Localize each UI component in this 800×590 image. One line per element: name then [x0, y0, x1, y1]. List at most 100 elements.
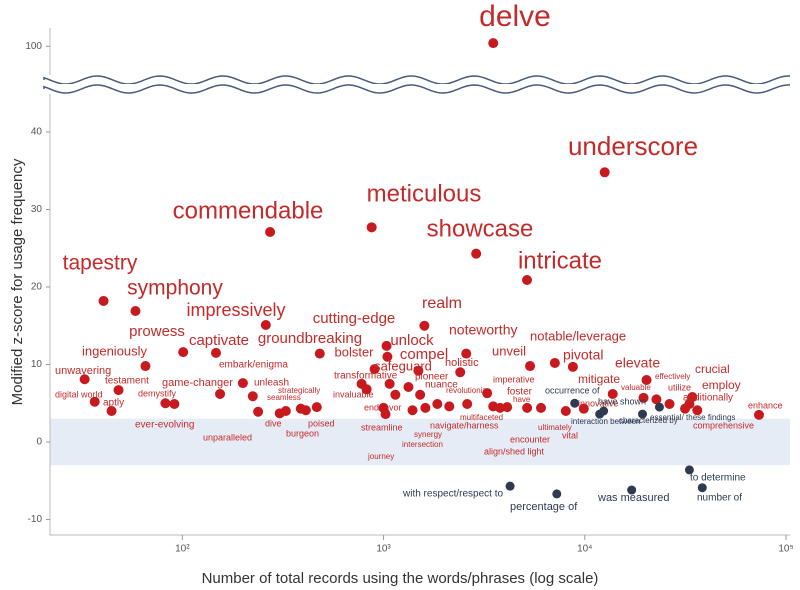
point [381, 340, 392, 351]
y-tick-label: 0 [36, 437, 42, 448]
axis-break [43, 75, 791, 85]
point [378, 402, 389, 413]
point-label: realm [422, 295, 462, 312]
point [311, 402, 322, 413]
point-label: aptly [103, 398, 124, 409]
point-label: multifaceted [460, 413, 503, 422]
point [607, 388, 618, 399]
point-label: invaluable [333, 389, 374, 399]
point-label: navigate/harness [430, 420, 499, 430]
point-label: unleash [254, 378, 289, 389]
point-label: testament [105, 376, 149, 387]
point [140, 361, 151, 372]
point-label: streamline [361, 422, 403, 432]
point [419, 320, 430, 331]
point [432, 399, 443, 410]
point [237, 378, 248, 389]
point-label: characterized by [619, 416, 678, 425]
point [664, 399, 675, 410]
point-label: prowess [129, 323, 185, 340]
point-label: ingeniously [82, 343, 148, 358]
point-label: demystify [138, 388, 177, 398]
point [415, 389, 426, 400]
point-label: have [513, 395, 531, 404]
point [638, 409, 648, 419]
point [462, 399, 473, 410]
point [525, 361, 536, 372]
point-label: nuance [425, 380, 458, 391]
point [567, 361, 578, 372]
y-tick-label: 100 [25, 41, 42, 52]
point [495, 402, 506, 413]
point-label: synergy [414, 430, 442, 439]
point-label: with respect/respect to [402, 489, 503, 500]
point [382, 351, 393, 362]
point-label: captivate [189, 332, 249, 349]
point-label: occurrence of [545, 385, 600, 395]
point-label: vital [562, 430, 578, 440]
point-label: ultimately [538, 423, 572, 432]
point [680, 403, 691, 414]
point-label: noteworthy [449, 322, 517, 338]
point [403, 381, 414, 392]
x-tick-label: 10² [175, 544, 190, 555]
point-label: game-changer [162, 377, 233, 389]
point-label: compel [400, 346, 448, 363]
break-gap [44, 84, 792, 94]
y-axis-title: Modified z-score for usage frequency [9, 158, 26, 405]
point [482, 388, 493, 399]
point-label: dive [265, 418, 282, 428]
point-label: percentage of [510, 501, 578, 513]
y-tick-label: 20 [31, 282, 43, 293]
point-label: showcase [427, 215, 534, 242]
point-label: holistic [445, 357, 479, 369]
point-label: intricate [518, 247, 602, 274]
point-label: seamless [267, 393, 301, 402]
point-label: groundbreaking [258, 330, 362, 347]
x-axis-title: Number of total records using the words/… [202, 570, 599, 587]
point [505, 481, 515, 491]
point [130, 306, 141, 317]
point [265, 226, 276, 237]
point-label: digital world [55, 389, 103, 399]
point-label: encounter [510, 434, 550, 444]
point [260, 319, 271, 330]
point-label: strategically [278, 386, 320, 395]
point [106, 406, 117, 416]
y-tick-label: 40 [31, 127, 43, 138]
point-label: unveil [492, 343, 526, 358]
point-label: foster [507, 387, 533, 398]
point [753, 409, 764, 420]
point-label: imperative [493, 374, 535, 384]
point [638, 392, 649, 403]
point-label: underscore [568, 131, 698, 161]
point [215, 388, 226, 399]
point [627, 485, 637, 495]
point-label: pivotal [563, 347, 603, 363]
point [369, 364, 380, 375]
point-label: bolster [334, 344, 374, 359]
point [169, 399, 180, 410]
x-tick-label: 10⁴ [577, 544, 592, 555]
axis-break [43, 84, 791, 94]
point [274, 408, 285, 419]
point-label: additionally [683, 393, 733, 404]
point-label: align/shed light [484, 446, 545, 456]
point-label: have shown [598, 396, 646, 406]
point-label: delve [479, 0, 551, 33]
point-label: symphony [127, 277, 223, 300]
point [390, 389, 401, 400]
point-label: journey [367, 452, 394, 461]
point [692, 405, 703, 416]
point-label: intersection [402, 440, 443, 449]
point-label: embark/enigma [219, 360, 288, 371]
point-label: cutting-edge [313, 310, 396, 327]
point [160, 398, 171, 409]
point-label: elevate [615, 355, 660, 371]
point [651, 394, 662, 405]
point [178, 347, 189, 358]
shaded-band [50, 418, 790, 466]
point [413, 365, 424, 376]
point-label: to determine [690, 473, 746, 484]
